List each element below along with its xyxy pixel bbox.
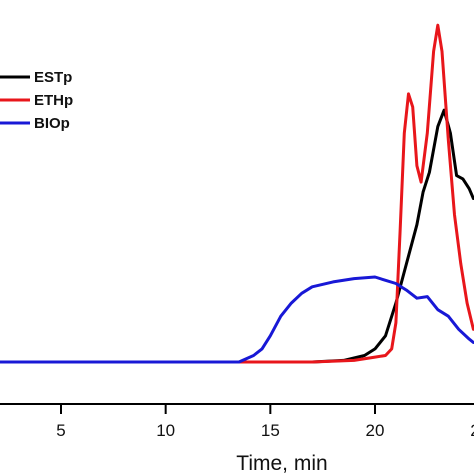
series-layer	[0, 23, 474, 364]
x-axis-title: Time, min	[236, 452, 327, 474]
x-tick-label: 5	[56, 421, 65, 440]
series-line-ethp	[0, 23, 474, 364]
x-tick-label: 15	[261, 421, 280, 440]
x-tick-label: 25	[470, 421, 474, 440]
x-ticks: 0510152025	[56, 404, 474, 440]
series-line-biop	[0, 275, 474, 364]
x-tick-label: 20	[366, 421, 385, 440]
legend-label-estp: ESTp	[34, 69, 72, 86]
legend-label-biop: BIOp	[34, 115, 70, 132]
legend-label-ethp: ETHp	[34, 92, 73, 109]
x-tick-label: 10	[156, 421, 175, 440]
legend: ESTp ETHp BIOp	[0, 69, 73, 132]
